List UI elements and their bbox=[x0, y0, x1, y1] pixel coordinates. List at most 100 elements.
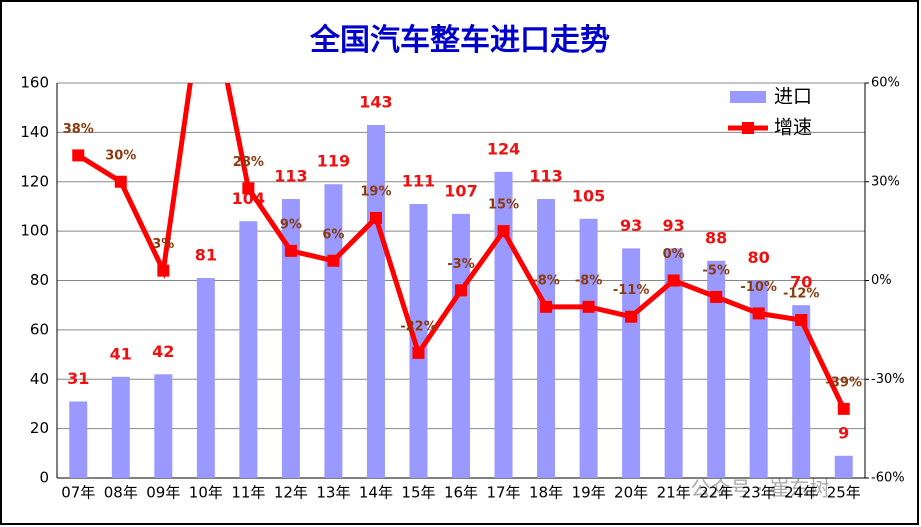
line-marker bbox=[455, 284, 467, 297]
line-value-label: -12% bbox=[783, 287, 820, 302]
line-group bbox=[72, 83, 850, 415]
bar-value-label: 93 bbox=[620, 216, 642, 235]
y2-tick-label: 0% bbox=[871, 273, 892, 288]
line-marker bbox=[625, 310, 638, 323]
bar-value-label: 31 bbox=[67, 369, 89, 388]
x-tick-label: 22年 bbox=[699, 484, 733, 502]
x-tick-label: 21年 bbox=[657, 484, 691, 502]
line-value-label: 9% bbox=[280, 217, 302, 232]
y2-tick-label: 30% bbox=[871, 174, 900, 189]
bar bbox=[707, 260, 726, 478]
x-tick-label: 25年 bbox=[827, 484, 861, 502]
bar-value-label: 113 bbox=[529, 167, 562, 186]
y2-tick-label: -30% bbox=[871, 372, 905, 387]
bar-value-label: 107 bbox=[444, 181, 477, 200]
bar bbox=[792, 305, 811, 478]
line-marker bbox=[837, 402, 850, 415]
bar-value-label: 119 bbox=[317, 152, 350, 171]
line-marker bbox=[795, 314, 808, 326]
bar-value-label: 42 bbox=[152, 342, 174, 361]
bar-value-label: 9 bbox=[838, 423, 849, 442]
y2-tick-label: 60% bbox=[871, 76, 900, 91]
line-value-label: 3% bbox=[152, 237, 174, 252]
x-tick-label: 15年 bbox=[401, 484, 435, 502]
line-value-label: -10% bbox=[740, 280, 777, 295]
line-value-label: -22% bbox=[400, 319, 437, 334]
line-marker bbox=[157, 264, 170, 277]
line-marker bbox=[114, 175, 127, 188]
bar bbox=[239, 221, 258, 478]
bar-value-label: 70 bbox=[790, 273, 812, 292]
line-marker bbox=[284, 244, 297, 257]
line-marker bbox=[667, 274, 680, 287]
watermark: 公众号 · 崔东树 bbox=[690, 477, 829, 501]
line-marker bbox=[497, 225, 510, 238]
x-tick-label: 18年 bbox=[529, 484, 563, 502]
line-value-label: -5% bbox=[702, 263, 729, 278]
line-value-label: -39% bbox=[825, 375, 862, 390]
bar-value-label: 111 bbox=[402, 171, 435, 190]
y-tick-label: 80 bbox=[30, 271, 49, 289]
line-value-label: 38% bbox=[63, 122, 94, 137]
y-tick-label: 20 bbox=[30, 419, 49, 437]
bar bbox=[452, 213, 470, 478]
bar bbox=[409, 203, 428, 478]
bar-value-label: 105 bbox=[572, 186, 605, 205]
legend-label: 进口 bbox=[774, 86, 812, 108]
x-tick-label: 20年 bbox=[614, 484, 648, 502]
y-tick-label: 60 bbox=[30, 320, 49, 338]
x-tick-label: 08年 bbox=[104, 484, 138, 502]
x-tick-label: 07年 bbox=[61, 484, 95, 502]
x-tick-label: 09年 bbox=[146, 484, 180, 502]
bar-value-label: 124 bbox=[487, 139, 520, 158]
y-tick-label: 140 bbox=[20, 123, 49, 141]
legend-swatch bbox=[730, 91, 766, 103]
y-tick-label: 40 bbox=[30, 370, 49, 388]
line-marker bbox=[327, 254, 340, 267]
bar-value-label: 41 bbox=[110, 344, 132, 363]
line-marker bbox=[752, 307, 765, 320]
x-tick-label: 23年 bbox=[742, 484, 776, 502]
line-value-label: 19% bbox=[360, 184, 391, 199]
x-tick-label: 19年 bbox=[572, 484, 606, 502]
line-value-label: -3% bbox=[447, 257, 474, 272]
bar bbox=[196, 278, 215, 478]
x-tick-label: 10年 bbox=[189, 484, 223, 502]
line-value-label: -8% bbox=[532, 273, 559, 288]
bar bbox=[537, 199, 556, 478]
bar-value-label: 93 bbox=[662, 216, 684, 235]
line-marker bbox=[582, 300, 595, 313]
legend-swatch bbox=[742, 122, 754, 134]
bar-value-label: 88 bbox=[705, 228, 727, 247]
legend-label: 增速 bbox=[774, 117, 812, 139]
bar bbox=[366, 124, 385, 478]
line-marker bbox=[369, 211, 382, 224]
line-value-label: 30% bbox=[105, 148, 136, 163]
bar-value-label: 143 bbox=[359, 92, 392, 111]
y-tick-label: 160 bbox=[20, 74, 49, 92]
line-value-label: 28% bbox=[233, 155, 264, 170]
bar bbox=[622, 248, 641, 478]
bar bbox=[579, 218, 598, 478]
chart-title: 全国汽车整车进口走势 bbox=[309, 23, 610, 58]
y-tick-label: 100 bbox=[20, 222, 49, 240]
bar bbox=[749, 280, 768, 478]
y-tick-label: 0 bbox=[39, 469, 49, 487]
x-tick-label: 17年 bbox=[486, 484, 520, 502]
y2-tick-label: -60% bbox=[871, 471, 905, 486]
line-marker bbox=[540, 300, 553, 313]
line-marker bbox=[710, 290, 723, 303]
x-tick-label: 13年 bbox=[316, 484, 350, 502]
line-value-label: -8% bbox=[575, 273, 602, 288]
bar bbox=[154, 374, 173, 478]
x-tick-label: 11年 bbox=[231, 484, 265, 502]
bar bbox=[69, 401, 88, 478]
line-value-label: 0% bbox=[663, 247, 685, 262]
bar-value-label: 80 bbox=[748, 248, 770, 267]
bar bbox=[281, 199, 300, 478]
bar-value-label: 113 bbox=[274, 167, 307, 186]
bar bbox=[834, 455, 853, 478]
x-tick-label: 16年 bbox=[444, 484, 478, 502]
x-tick-label: 14年 bbox=[359, 484, 393, 502]
